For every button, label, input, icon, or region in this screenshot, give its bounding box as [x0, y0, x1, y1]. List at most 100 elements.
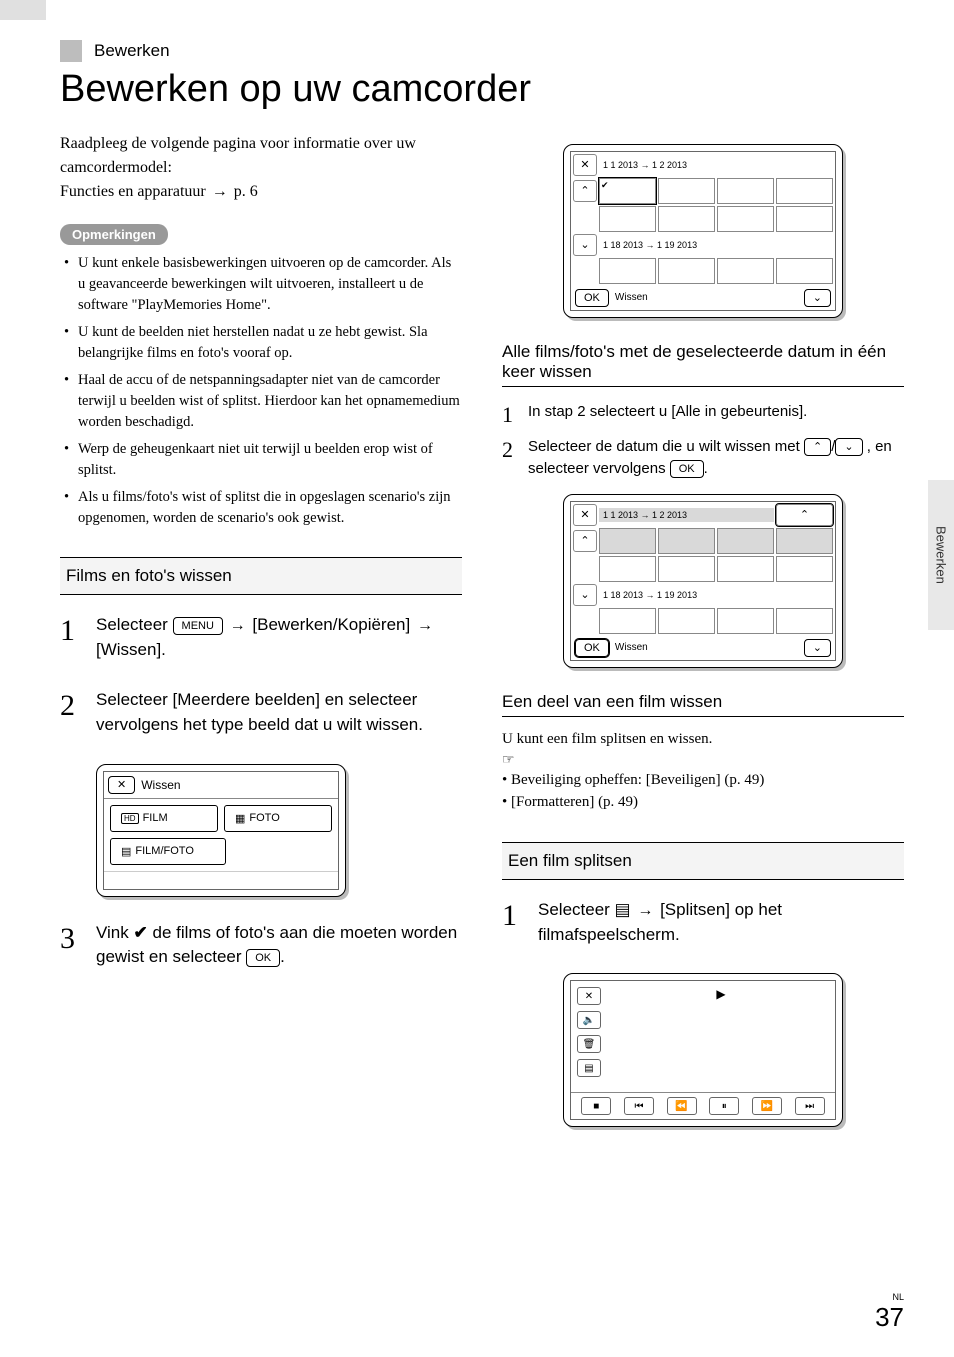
delete-steps-cont: Vink ✔ de films of foto's aan die moeten… [60, 921, 462, 970]
notes-badge: Opmerkingen [60, 224, 168, 245]
arrow-icon: → [230, 617, 246, 634]
thumbnail[interactable] [658, 178, 715, 204]
trash-icon[interactable]: 🗑 [577, 1035, 601, 1053]
ok-button[interactable]: OK [575, 289, 609, 307]
step-text: Selecteer [538, 900, 615, 919]
close-icon[interactable]: ✕ [577, 987, 601, 1005]
option-film[interactable]: HD FILM [110, 805, 218, 832]
thumbnail[interactable] [717, 528, 774, 554]
note-item: Als u films/foto's wist of splitst die i… [64, 487, 462, 529]
hand-icon: ☞ [502, 752, 904, 769]
step-1: Selecteer MENU → [Bewerken/Kopiëren] → [… [60, 613, 462, 662]
page-lang: NL [875, 1292, 904, 1302]
side-tab: Bewerken [928, 480, 954, 630]
thumbnail[interactable] [658, 608, 715, 634]
date-range-top: 1 1 2013 → 1 2 2013 [599, 508, 774, 522]
scroll-down-icon[interactable]: ⌄ [804, 289, 831, 307]
thumbnail[interactable] [717, 206, 774, 232]
down-double-icon[interactable]: ⌄ [835, 438, 862, 456]
thumbnail[interactable] [658, 206, 715, 232]
thumbnail[interactable] [776, 556, 833, 582]
thumbnail[interactable] [599, 258, 656, 284]
intro-page-ref: p. 6 [234, 183, 258, 200]
thumbnail[interactable] [776, 178, 833, 204]
delete-steps: Selecteer MENU → [Bewerken/Kopiëren] → [… [60, 613, 462, 738]
up-icon[interactable]: ⌃ [573, 180, 597, 202]
option-filmfoto[interactable]: ▤ FILM/FOTO [110, 838, 226, 865]
down-icon[interactable]: ⌄ [573, 584, 597, 606]
delete-all-steps: In stap 2 selecteert u [Alle in gebeurte… [502, 401, 904, 480]
thumbnail[interactable] [717, 178, 774, 204]
rewind-button[interactable]: ⏪ [667, 1097, 697, 1115]
part-text: U kunt een film splitsen en wissen. [502, 731, 904, 748]
thumbnail[interactable] [658, 556, 715, 582]
notes-list: U kunt enkele basisbewerkingen uitvoeren… [60, 253, 462, 529]
option-label: FOTO [249, 812, 279, 824]
thumbnail[interactable] [717, 608, 774, 634]
option-label: FILM/FOTO [135, 845, 193, 857]
arrow-icon: → [212, 183, 228, 200]
thumbnail[interactable] [776, 528, 833, 554]
thumbnail[interactable]: ✔ [599, 178, 656, 204]
thumbnail[interactable] [599, 608, 656, 634]
delete-type-screenshot: ✕ Wissen HD FILM ▦ FOTO ▤ [96, 764, 346, 897]
ok-button[interactable]: OK [246, 949, 280, 967]
close-icon[interactable]: ✕ [108, 776, 135, 794]
prev-button[interactable]: ⏮ [624, 1097, 654, 1115]
up-icon[interactable]: ⌃ [573, 530, 597, 552]
page-num-value: 37 [875, 1302, 904, 1332]
thumbnail[interactable] [658, 528, 715, 554]
stop-button[interactable]: ■ [581, 1097, 611, 1115]
step-1: Selecteer ▤ → [Splitsen] op het filmafsp… [502, 898, 904, 947]
step-text: [Wissen]. [96, 640, 166, 659]
arrow-icon: → [417, 617, 433, 634]
heading-delete: Films en foto's wissen [60, 557, 462, 595]
scroll-down-double-icon[interactable]: ⌄ [804, 639, 831, 657]
forward-button[interactable]: ⏩ [752, 1097, 782, 1115]
note-item: U kunt enkele basisbewerkingen uitvoeren… [64, 253, 462, 316]
ok-button[interactable]: OK [575, 639, 609, 657]
arrow-icon: → [637, 902, 653, 919]
thumbnail-grid-screenshot-1: ✕ 1 1 2013 → 1 2 2013 ⌃ ✔ ⌄ 1 18 201 [563, 144, 843, 318]
thumbnail[interactable] [599, 206, 656, 232]
thumbnail[interactable] [599, 528, 656, 554]
page-title: Bewerken op uw camcorder [60, 68, 904, 112]
thumbnail[interactable] [776, 206, 833, 232]
next-button[interactable]: ⏭ [795, 1097, 825, 1115]
photo-icon: ▦ [235, 812, 245, 825]
note-item: Haal de accu of de netspanningsadapter n… [64, 370, 462, 433]
down-icon[interactable]: ⌄ [573, 234, 597, 256]
intro-line-1: Raadpleeg de volgende pagina voor inform… [60, 135, 416, 176]
edit-menu-icon[interactable]: ▤ [577, 1059, 601, 1077]
volume-icon[interactable]: 🔈 [577, 1011, 601, 1029]
dialog-title: Wissen [141, 778, 180, 792]
heading-split: Een film splitsen [502, 842, 904, 880]
step-1: In stap 2 selecteert u [Alle in gebeurte… [502, 401, 904, 423]
step-2: Selecteer de datum die u wilt wissen met… [502, 436, 904, 480]
note-item: Werp de geheugenkaart niet uit terwijl u… [64, 439, 462, 481]
ref-item: [Formatteren] (p. 49) [502, 791, 904, 814]
date-range-bottom: 1 18 2013 → 1 19 2013 [599, 588, 833, 602]
thumbnail[interactable] [717, 258, 774, 284]
close-icon[interactable]: ✕ [573, 504, 597, 526]
thumbnail[interactable] [599, 556, 656, 582]
step-text: Selecteer [96, 615, 173, 634]
section-marker [60, 40, 82, 62]
thumbnail-grid-screenshot-2: ✕ 1 1 2013 → 1 2 2013 ⌃ ⌃ ⌄ [563, 494, 843, 668]
thumbnail[interactable] [776, 608, 833, 634]
scroll-up-double-icon[interactable]: ⌃ [776, 504, 833, 526]
status-text: Wissen [615, 642, 648, 653]
thumbnail[interactable] [776, 258, 833, 284]
thumbnail[interactable] [717, 556, 774, 582]
heading-part: Een deel van een film wissen [502, 692, 904, 717]
pause-button[interactable]: ⏸ [709, 1097, 739, 1115]
up-double-icon[interactable]: ⌃ [804, 438, 831, 456]
close-icon[interactable]: ✕ [573, 154, 597, 176]
ok-button[interactable]: OK [670, 460, 704, 478]
hd-badge-icon: HD [121, 813, 139, 824]
thumbnail[interactable] [658, 258, 715, 284]
check-icon: ✔ [134, 923, 148, 942]
side-tab-label: Bewerken [934, 526, 949, 584]
option-foto[interactable]: ▦ FOTO [224, 805, 332, 832]
menu-button[interactable]: MENU [173, 617, 223, 635]
